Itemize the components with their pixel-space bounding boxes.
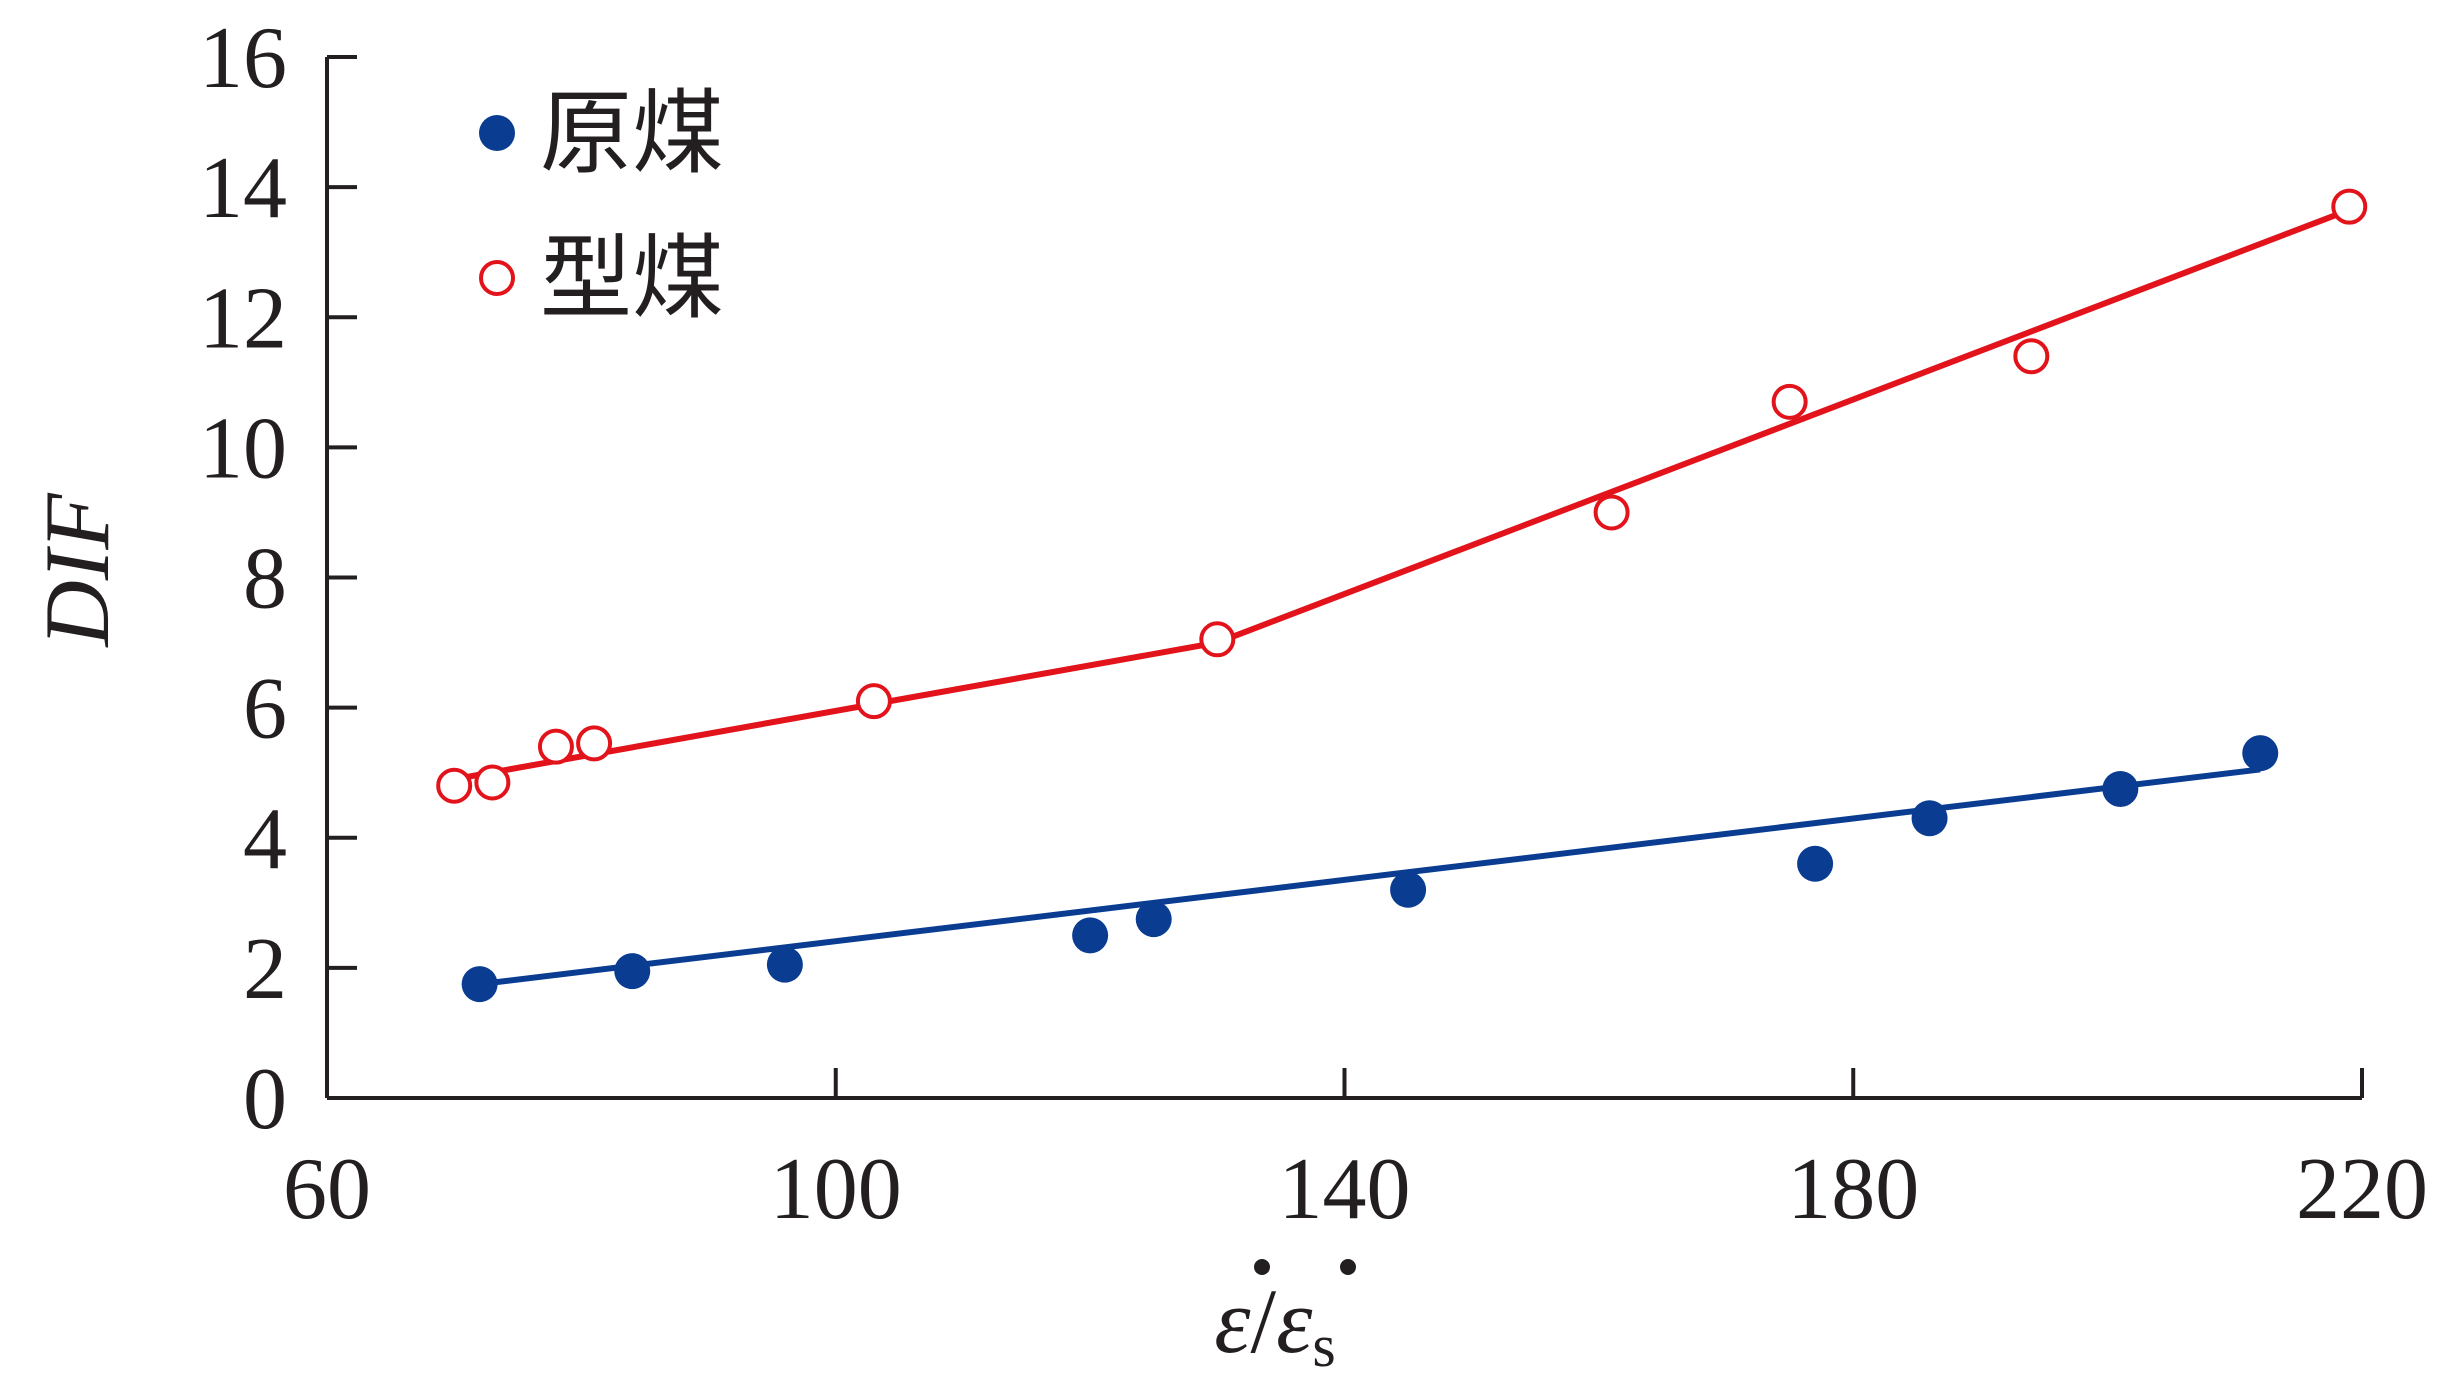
- x-tick-label: 100: [770, 1141, 902, 1238]
- briquette-coal-point: [2013, 338, 2050, 375]
- x-axis-title: ε/εs: [1214, 1259, 1356, 1379]
- x-tick-label: 60: [283, 1141, 371, 1238]
- raw-coal-point: [614, 953, 651, 990]
- briquette-coal-legend-marker: [479, 260, 515, 296]
- x-tick-label: 220: [2296, 1141, 2428, 1238]
- raw-coal-point: [1390, 871, 1427, 908]
- briquette-coal-point: [1771, 383, 1808, 420]
- y-tick-label: 4: [243, 791, 287, 888]
- briquette-coal-point: [1593, 494, 1630, 531]
- raw-coal-point: [1135, 901, 1172, 938]
- y-tick-label: 10: [199, 400, 287, 497]
- y-axis-title: DIF: [26, 493, 128, 649]
- raw-coal-point: [1072, 917, 1109, 954]
- briquette-coal-point: [436, 767, 473, 804]
- svg-text:ε/εs: ε/εs: [1214, 1270, 1335, 1379]
- axes: 60 100 140 180 220 0 2 4 6 8 10 12 14 16: [199, 10, 2428, 1238]
- y-tick-label: 16: [199, 10, 287, 107]
- briquette-coal-point: [1199, 621, 1236, 658]
- raw-coal-legend-marker: [479, 115, 515, 151]
- briquette-coal-point: [537, 728, 574, 765]
- x-tick-label: 140: [1279, 1141, 1411, 1238]
- legend-label: 型煤: [540, 228, 724, 330]
- raw-coal-point: [2242, 735, 2279, 772]
- y-tick-label: 2: [243, 921, 287, 1018]
- legend-label: 原煤: [540, 83, 724, 185]
- briquette-coal-point: [474, 764, 511, 801]
- raw-coal-fit-line: [479, 766, 2261, 988]
- y-tick-label: 0: [243, 1051, 287, 1148]
- raw-coal-point: [1797, 845, 1834, 882]
- y-tick-label: 12: [199, 270, 287, 367]
- briquette-coal-point: [2331, 188, 2368, 225]
- raw-coal-point: [1911, 800, 1948, 837]
- fit-lines: [453, 207, 2351, 988]
- y-tick-label: 6: [243, 661, 287, 758]
- briquette-coal-fit-line: [453, 207, 2351, 783]
- y-tick-label: 8: [243, 531, 287, 628]
- raw-coal-point: [2102, 770, 2139, 807]
- raw-coal-point: [766, 946, 803, 983]
- data-points: [436, 188, 2368, 1003]
- y-tick-label: 14: [199, 140, 287, 237]
- x-tick-label: 180: [1787, 1141, 1919, 1238]
- briquette-coal-point: [855, 683, 892, 720]
- raw-coal-point: [461, 966, 498, 1003]
- briquette-coal-point: [576, 725, 613, 762]
